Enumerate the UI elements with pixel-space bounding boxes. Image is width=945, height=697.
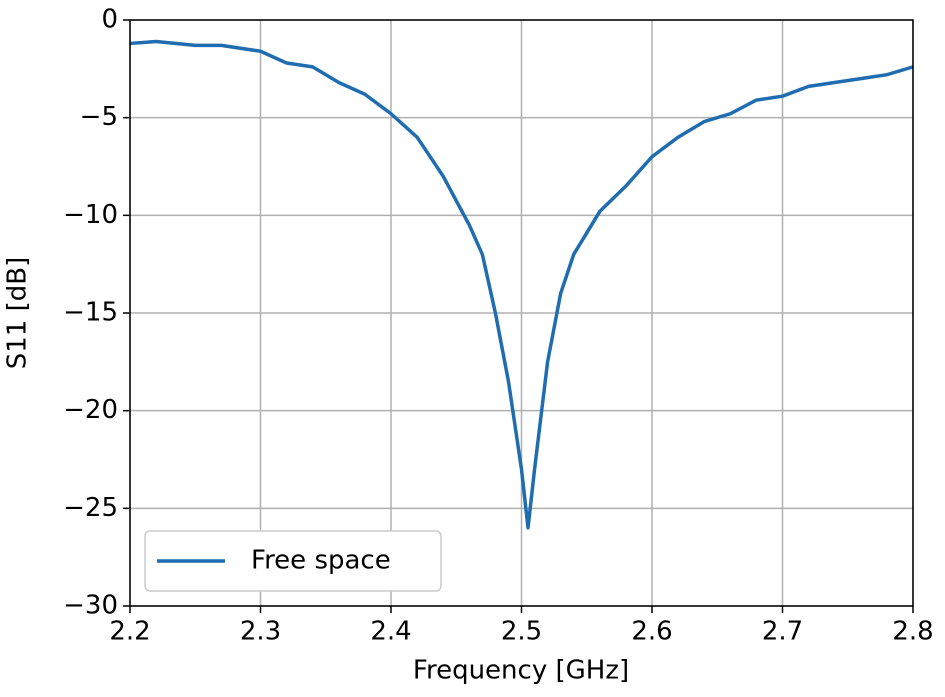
plot-frame <box>129 19 914 607</box>
x-tick-label: 2.4 <box>370 617 411 647</box>
legend-label: Free space <box>251 546 391 576</box>
y-tick-label: −10 <box>63 200 118 230</box>
x-tick-label: 2.3 <box>240 617 281 647</box>
y-tick-label: 0 <box>101 5 118 35</box>
x-tick-label: 2.6 <box>631 617 672 647</box>
legend-box <box>144 530 442 592</box>
data-line <box>129 39 914 530</box>
y-axis-label: S11 [dB] <box>3 257 33 369</box>
x-tick-label: 2.7 <box>762 617 803 647</box>
x-tick-label: 2.5 <box>501 617 542 647</box>
y-tick-label: −25 <box>63 493 118 523</box>
y-tick-label: −5 <box>80 102 118 132</box>
y-tick-label: −30 <box>63 591 118 621</box>
x-tick-label: 2.2 <box>109 617 150 647</box>
y-tick-label: −20 <box>63 395 118 425</box>
y-tick-label: −15 <box>63 298 118 328</box>
x-tick-label: 2.8 <box>892 617 933 647</box>
x-axis-label: Frequency [GHz] <box>413 656 629 686</box>
